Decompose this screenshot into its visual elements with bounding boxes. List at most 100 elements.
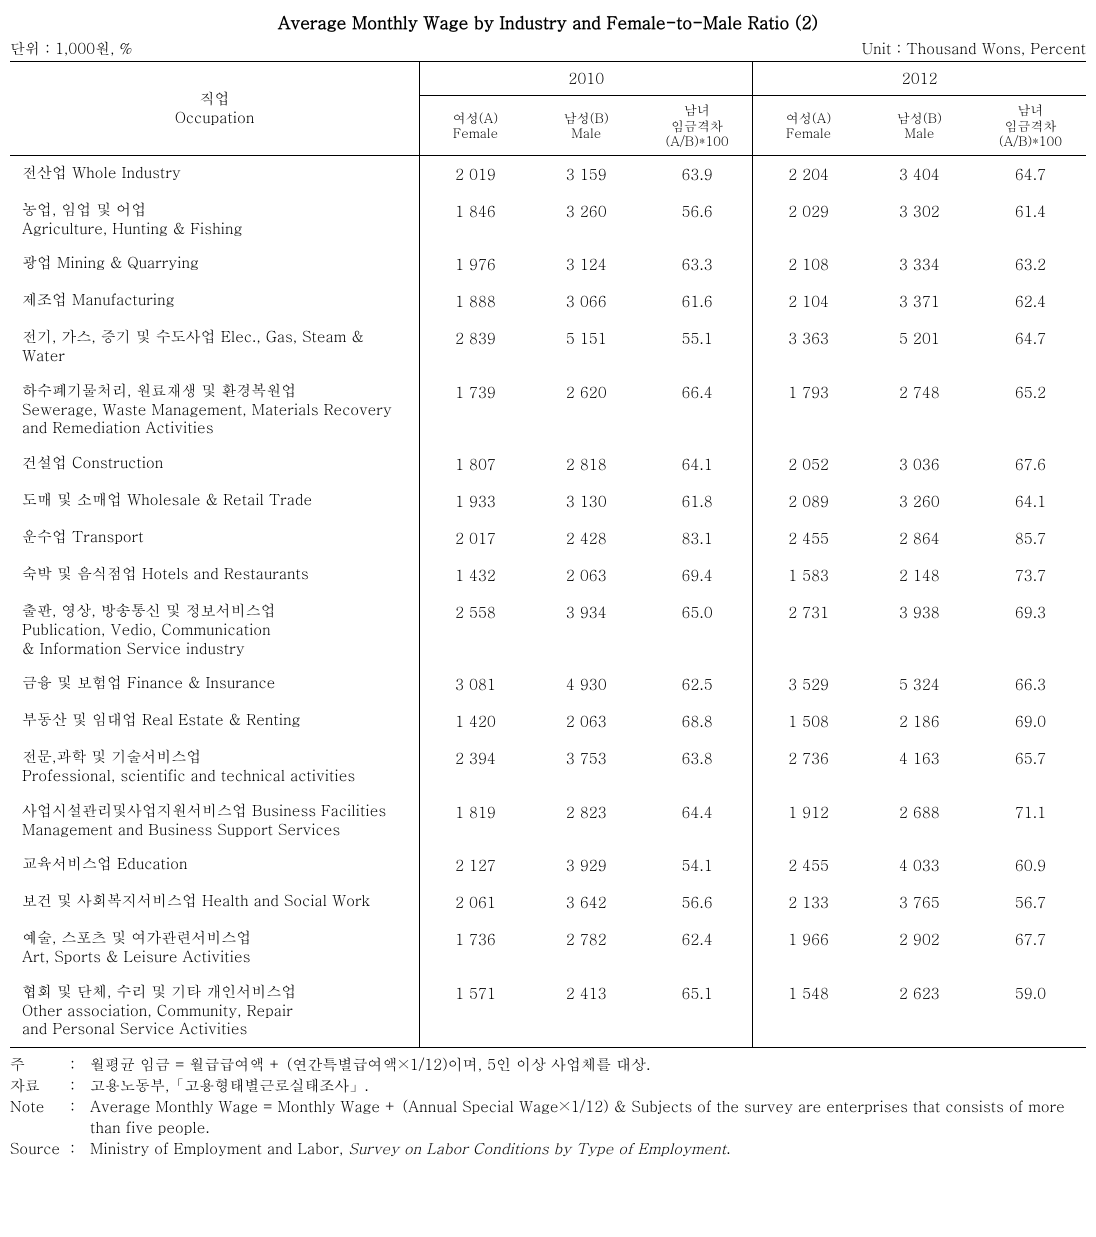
cell-gap-2010: 55.1: [642, 320, 753, 374]
cell-male-2010: 2 413: [531, 975, 642, 1048]
cell-gap-2012: 56.7: [975, 884, 1086, 921]
cell-female-2012: 1 966: [753, 921, 864, 975]
table-row: 운수업 Transport2 0172 42883.12 4552 86485.…: [10, 520, 1086, 557]
cell-gap-2012: 71.1: [975, 794, 1086, 848]
cell-female-2010: 1 888: [420, 283, 531, 320]
cell-gap-2012: 59.0: [975, 975, 1086, 1048]
cell-gap-2012: 73.7: [975, 557, 1086, 594]
cell-occupation: 전산업 Whole Industry: [10, 155, 420, 193]
cell-female-2012: 2 089: [753, 483, 864, 520]
cell-occupation: 전기, 가스, 증기 및 수도사업 Elec., Gas, Steam & Wa…: [10, 320, 420, 374]
cell-male-2012: 2 623: [864, 975, 975, 1048]
cell-gap-2012: 65.7: [975, 740, 1086, 794]
cell-gap-2010: 61.8: [642, 483, 753, 520]
cell-gap-2012: 85.7: [975, 520, 1086, 557]
table-row: 전산업 Whole Industry2 0193 15963.92 2043 4…: [10, 155, 1086, 193]
cell-occupation: 사업시설관리및사업지원서비스업 Business FacilitiesManag…: [10, 794, 420, 848]
cell-male-2012: 5 324: [864, 666, 975, 703]
cell-occupation: 제조업 Manufacturing: [10, 283, 420, 320]
footnotes: 주 : 월평균 임금 = 월급급여액 + (연간특별급여액×1/12)이며, 5…: [10, 1054, 1086, 1159]
cell-occupation: 광업 Mining & Quarrying: [10, 246, 420, 283]
table-row: 보건 및 사회복지서비스업 Health and Social Work2 06…: [10, 884, 1086, 921]
cell-gap-2010: 68.8: [642, 703, 753, 740]
footnote-source-text: Ministry of Employment and Labor, Survey…: [90, 1138, 1086, 1159]
cell-male-2012: 4 033: [864, 847, 975, 884]
table-row: 전문,과학 및 기술서비스업Professional, scientific a…: [10, 740, 1086, 794]
cell-gap-2010: 54.1: [642, 847, 753, 884]
cell-female-2012: 2 455: [753, 520, 864, 557]
cell-gap-2010: 65.1: [642, 975, 753, 1048]
cell-male-2012: 2 748: [864, 374, 975, 446]
cell-male-2012: 5 201: [864, 320, 975, 374]
cell-gap-2010: 63.9: [642, 155, 753, 193]
cell-occupation: 숙박 및 음식점업 Hotels and Restaurants: [10, 557, 420, 594]
cell-occupation: 부동산 및 임대업 Real Estate & Renting: [10, 703, 420, 740]
cell-gap-2012: 62.4: [975, 283, 1086, 320]
cell-occupation: 협회 및 단체, 수리 및 기타 개인서비스업Other association…: [10, 975, 420, 1048]
cell-female-2010: 1 807: [420, 446, 531, 483]
cell-female-2012: 2 029: [753, 193, 864, 247]
cell-gap-2010: 69.4: [642, 557, 753, 594]
table-row: 교육서비스업 Education2 1273 92954.12 4554 033…: [10, 847, 1086, 884]
cell-male-2010: 4 930: [531, 666, 642, 703]
cell-female-2010: 1 819: [420, 794, 531, 848]
header-gap-2012: 남녀 임금격차 (A/B)*100: [975, 96, 1086, 156]
footnote-ju-text: 월평균 임금 = 월급급여액 + (연간특별급여액×1/12)이며, 5인 이상…: [90, 1054, 1086, 1075]
table-row: 출판, 영상, 방송통신 및 정보서비스업Publication, Vedio,…: [10, 594, 1086, 666]
cell-female-2012: 2 455: [753, 847, 864, 884]
cell-female-2010: 2 839: [420, 320, 531, 374]
cell-male-2010: 3 159: [531, 155, 642, 193]
cell-female-2010: 2 019: [420, 155, 531, 193]
cell-gap-2012: 69.0: [975, 703, 1086, 740]
table-row: 전기, 가스, 증기 및 수도사업 Elec., Gas, Steam & Wa…: [10, 320, 1086, 374]
table-row: 도매 및 소매업 Wholesale & Retail Trade1 9333 …: [10, 483, 1086, 520]
header-occupation: 직업 Occupation: [10, 62, 420, 156]
cell-gap-2010: 56.6: [642, 884, 753, 921]
cell-gap-2010: 83.1: [642, 520, 753, 557]
cell-occupation: 출판, 영상, 방송통신 및 정보서비스업Publication, Vedio,…: [10, 594, 420, 666]
table-row: 농업, 임업 및 어업Agriculture, Hunting & Fishin…: [10, 193, 1086, 247]
cell-gap-2012: 64.7: [975, 155, 1086, 193]
footnote-note-text: Average Monthly Wage = Monthly Wage + (A…: [90, 1096, 1086, 1138]
cell-female-2010: 1 976: [420, 246, 531, 283]
cell-male-2012: 3 404: [864, 155, 975, 193]
footnote-source: Source : Ministry of Employment and Labo…: [10, 1138, 1086, 1159]
page-title: Average Monthly Wage by Industry and Fem…: [10, 10, 1086, 34]
cell-female-2012: 2 133: [753, 884, 864, 921]
cell-female-2012: 3 363: [753, 320, 864, 374]
wage-table: 직업 Occupation 2010 2012 여성(A) Female 남성(…: [10, 61, 1086, 1048]
cell-gap-2012: 64.7: [975, 320, 1086, 374]
cell-occupation: 보건 및 사회복지서비스업 Health and Social Work: [10, 884, 420, 921]
cell-male-2012: 4 163: [864, 740, 975, 794]
footnote-note: Note : Average Monthly Wage = Monthly Wa…: [10, 1096, 1086, 1138]
cell-male-2012: 2 186: [864, 703, 975, 740]
cell-gap-2012: 69.3: [975, 594, 1086, 666]
cell-male-2012: 3 371: [864, 283, 975, 320]
table-row: 협회 및 단체, 수리 및 기타 개인서비스업Other association…: [10, 975, 1086, 1048]
cell-female-2010: 1 432: [420, 557, 531, 594]
cell-female-2012: 1 912: [753, 794, 864, 848]
cell-male-2010: 2 782: [531, 921, 642, 975]
cell-female-2012: 2 736: [753, 740, 864, 794]
cell-female-2012: 1 793: [753, 374, 864, 446]
cell-male-2012: 3 334: [864, 246, 975, 283]
cell-gap-2010: 64.4: [642, 794, 753, 848]
footnote-jaryo: 자료 : 고용노동부,「고용형태별근로실태조사」.: [10, 1075, 1086, 1096]
cell-male-2010: 3 929: [531, 847, 642, 884]
table-row: 숙박 및 음식점업 Hotels and Restaurants1 4322 0…: [10, 557, 1086, 594]
cell-male-2010: 2 428: [531, 520, 642, 557]
cell-female-2010: 2 017: [420, 520, 531, 557]
cell-gap-2012: 66.3: [975, 666, 1086, 703]
header-male-2012: 남성(B) Male: [864, 96, 975, 156]
header-year-2012: 2012: [753, 62, 1086, 96]
cell-female-2010: 2 127: [420, 847, 531, 884]
cell-occupation: 건설업 Construction: [10, 446, 420, 483]
cell-female-2010: 1 739: [420, 374, 531, 446]
cell-female-2010: 2 394: [420, 740, 531, 794]
header-occupation-ko: 직업: [200, 88, 230, 109]
footnote-ju: 주 : 월평균 임금 = 월급급여액 + (연간특별급여액×1/12)이며, 5…: [10, 1054, 1086, 1075]
cell-male-2012: 3 765: [864, 884, 975, 921]
cell-gap-2010: 63.8: [642, 740, 753, 794]
cell-male-2010: 3 124: [531, 246, 642, 283]
cell-female-2012: 3 529: [753, 666, 864, 703]
